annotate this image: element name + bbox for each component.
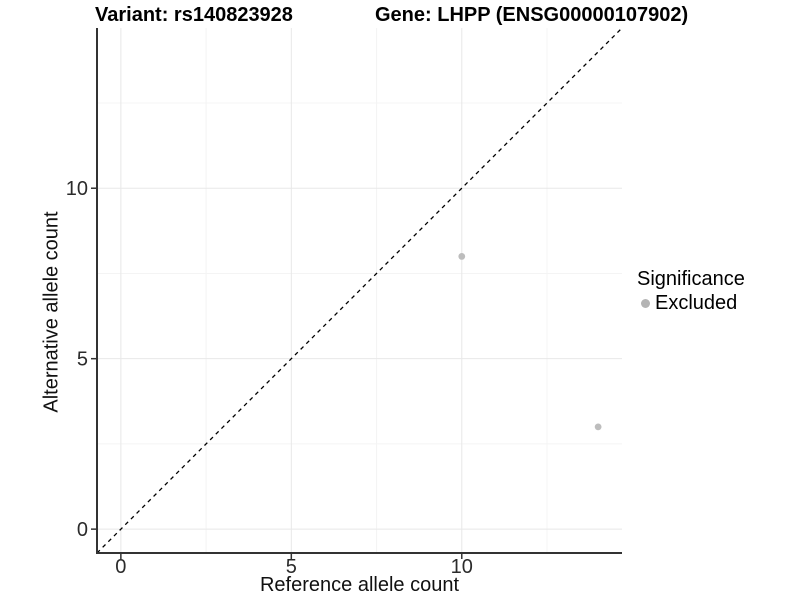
legend-title: Significance: [637, 268, 745, 290]
legend-item-excluded: Excluded: [637, 292, 745, 315]
y-tick-label: 0: [77, 519, 88, 541]
plot-title-gene: Gene: LHPP (ENSG00000107902): [375, 4, 689, 26]
legend-item-label: Excluded: [655, 292, 738, 314]
legend-key-dot-icon: [641, 299, 650, 308]
y-tick-label: 10: [66, 178, 88, 200]
y-tick-label: 5: [77, 349, 88, 371]
x-tick-label: 0: [115, 556, 126, 578]
x-axis-title: Reference allele count: [259, 574, 459, 596]
data-point: [458, 253, 466, 260]
x-tick-label: 10: [451, 556, 473, 578]
identity-line: [96, 27, 623, 554]
data-point: [594, 423, 602, 431]
x-tick-label: 5: [286, 556, 297, 578]
plot-title-variant: Variant: rs140823928: [95, 4, 293, 26]
y-axis-title: Alternative allele count: [40, 211, 63, 413]
legend: Significance Excluded: [637, 268, 745, 315]
